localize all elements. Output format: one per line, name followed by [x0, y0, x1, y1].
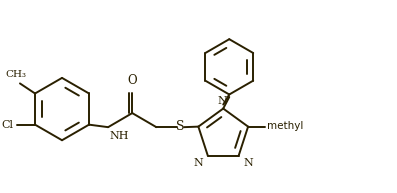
- Text: Cl: Cl: [2, 120, 13, 130]
- Text: NH: NH: [109, 131, 129, 141]
- Text: CH₃: CH₃: [6, 70, 27, 79]
- Text: methyl: methyl: [267, 121, 303, 131]
- Text: O: O: [127, 74, 137, 87]
- Text: N: N: [193, 158, 203, 168]
- Text: N: N: [217, 96, 227, 106]
- Text: S: S: [176, 120, 185, 133]
- Text: N: N: [244, 158, 253, 168]
